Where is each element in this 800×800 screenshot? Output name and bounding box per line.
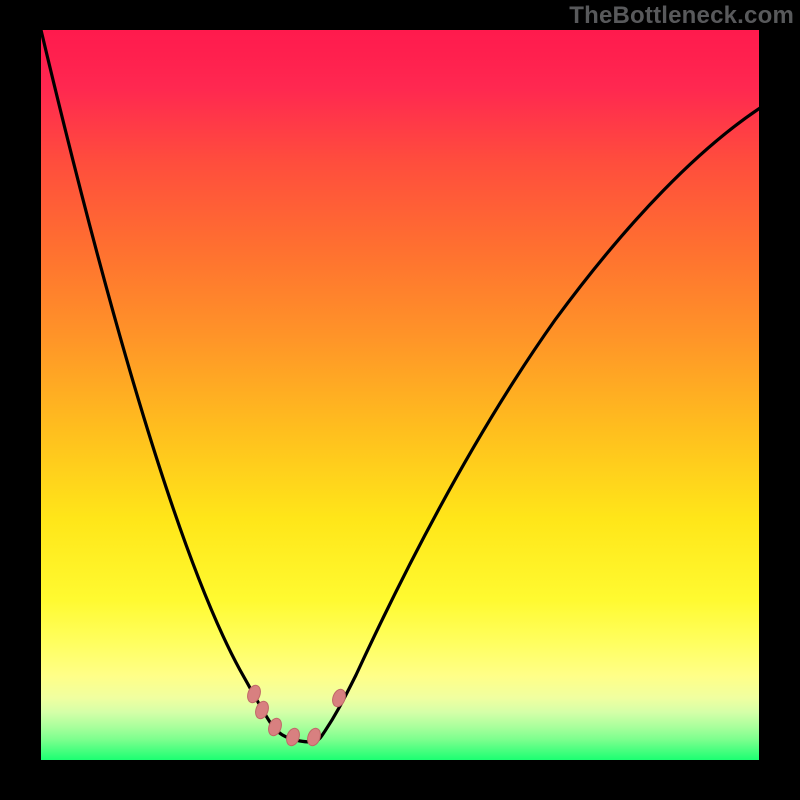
bottleneck-chart (0, 0, 800, 800)
chart-container: { "watermark": { "text": "TheBottleneck.… (0, 0, 800, 800)
gradient-background (41, 30, 759, 760)
watermark-label: TheBottleneck.com (569, 2, 794, 30)
